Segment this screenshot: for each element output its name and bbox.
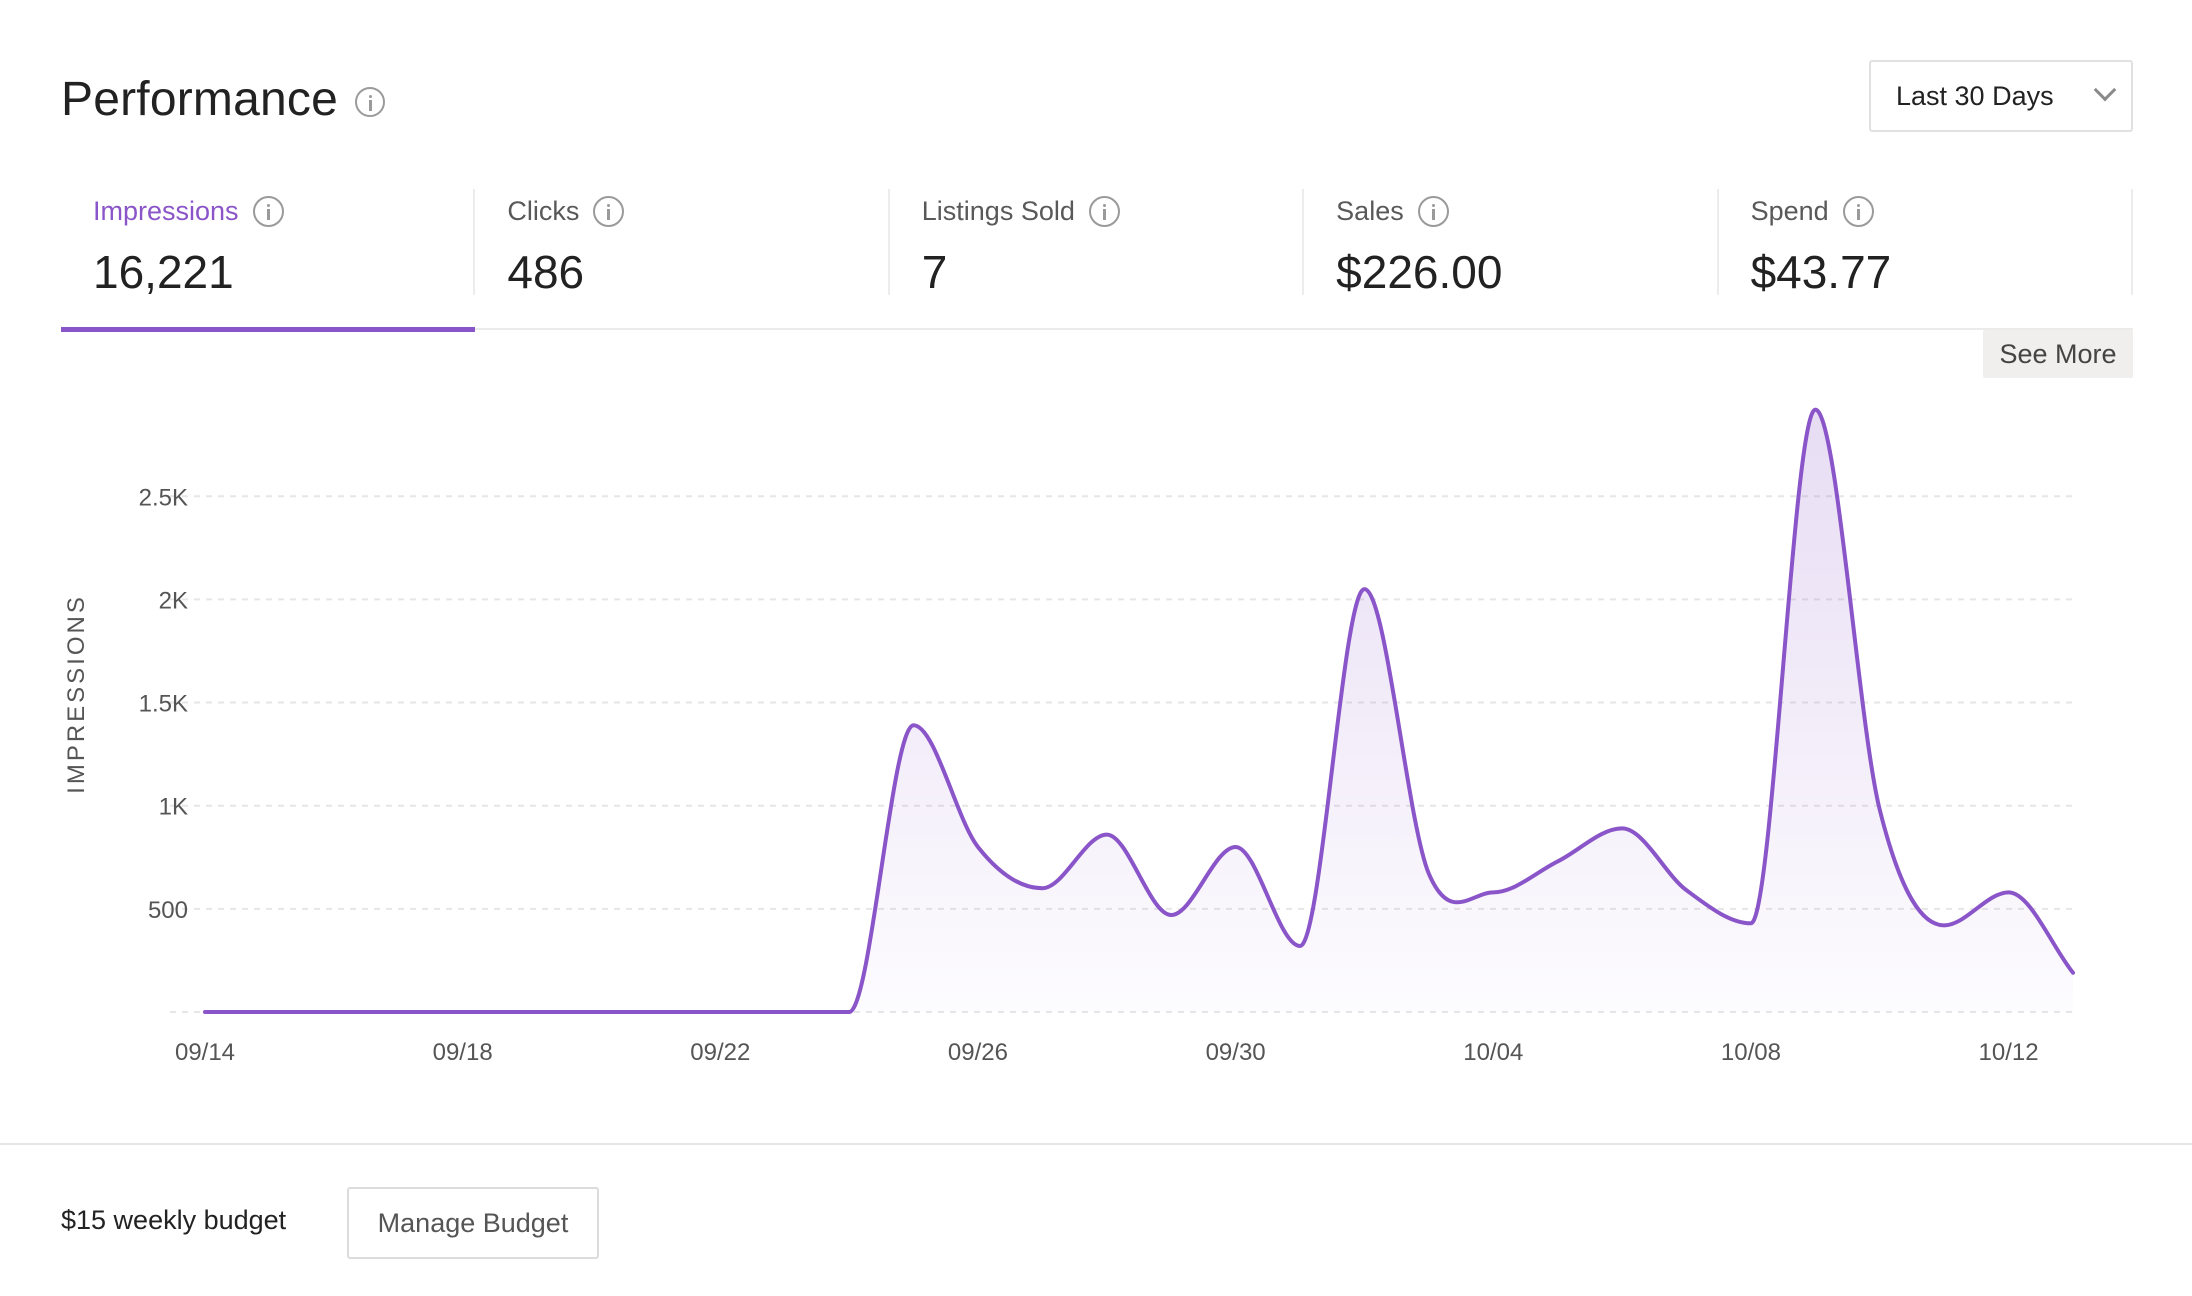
impressions-line (203, 407, 2075, 1015)
metric-tabs: Impressions 16,221 Clicks 486 Listings S… (61, 185, 2133, 332)
tab-divider (1716, 189, 1719, 295)
data-point[interactable] (1101, 829, 1113, 841)
data-point[interactable] (1681, 884, 1693, 896)
impressions-area (205, 409, 2073, 1012)
tab-value: 16,221 (93, 246, 234, 298)
data-point[interactable] (1487, 886, 1499, 898)
x-tick-label: 09/26 (948, 1039, 1008, 1066)
tab-divider (2130, 189, 2133, 295)
tab-value: $226.00 (1336, 246, 1503, 298)
info-icon[interactable] (593, 195, 625, 227)
date-range-select[interactable]: Last 30 Days (1869, 60, 2133, 132)
tab-label: Sales (1336, 196, 1404, 226)
data-point[interactable] (714, 1006, 726, 1018)
x-tick-label: 10/08 (1721, 1039, 1781, 1066)
data-point[interactable] (457, 1006, 469, 1018)
tab-listings-sold[interactable]: Listings Sold 7 (890, 185, 1305, 330)
data-point[interactable] (1809, 404, 1821, 416)
info-icon[interactable] (1088, 195, 1120, 227)
info-icon[interactable] (1842, 195, 1874, 227)
date-range-value: Last 30 Days (1896, 80, 2054, 111)
data-point[interactable] (779, 1006, 791, 1018)
page-title: Performance (61, 73, 338, 126)
x-tick-label: 09/14 (175, 1039, 235, 1066)
data-point[interactable] (1036, 882, 1048, 894)
data-point[interactable] (650, 1006, 662, 1018)
data-point[interactable] (1552, 855, 1564, 867)
info-icon[interactable] (1417, 195, 1449, 227)
y-tick-label: 2.5K (139, 484, 188, 511)
y-axis-label: IMPRESSIONS (63, 594, 90, 794)
x-tick-label: 10/04 (1463, 1039, 1523, 1066)
data-point[interactable] (521, 1006, 533, 1018)
budget-text: $15 weekly budget (61, 1205, 287, 1235)
tab-divider (1302, 189, 1305, 295)
data-point[interactable] (1230, 841, 1242, 853)
data-point[interactable] (2067, 967, 2079, 979)
info-icon[interactable] (355, 87, 385, 117)
data-point[interactable] (199, 1006, 211, 1018)
data-point[interactable] (1874, 804, 1886, 816)
data-point[interactable] (843, 1006, 855, 1018)
manage-budget-button[interactable]: Manage Budget (347, 1187, 599, 1259)
tab-divider (887, 189, 890, 295)
data-point[interactable] (1938, 919, 1950, 931)
tab-value: 7 (921, 246, 948, 298)
tab-label: Impressions (93, 196, 239, 226)
x-tick-label: 10/12 (1979, 1039, 2039, 1066)
y-tick-label: 1.5K (139, 691, 188, 718)
y-tick-label: 500 (148, 897, 188, 924)
x-tick-label: 09/30 (1206, 1039, 1266, 1066)
data-point[interactable] (2003, 886, 2015, 898)
data-point[interactable] (328, 1006, 340, 1018)
tab-spend[interactable]: Spend $43.77 (1719, 185, 2133, 330)
data-point[interactable] (908, 719, 920, 731)
info-icon[interactable] (252, 195, 284, 227)
data-point[interactable] (392, 1006, 404, 1018)
see-more-button[interactable]: See More (1983, 330, 2133, 378)
active-tab-indicator (61, 327, 475, 332)
x-tick-label: 09/22 (690, 1039, 750, 1066)
y-tick-label: 2K (159, 587, 188, 614)
tab-value: $43.77 (1750, 246, 1892, 298)
tab-value: 486 (507, 246, 585, 298)
tab-label: Listings Sold (921, 196, 1075, 226)
tab-sales[interactable]: Sales $226.00 (1304, 185, 1719, 330)
tab-impressions[interactable]: Impressions 16,221 (61, 185, 476, 332)
tab-clicks[interactable]: Clicks 486 (475, 185, 890, 330)
data-point[interactable] (1294, 940, 1306, 952)
tab-divider (473, 189, 476, 295)
data-point[interactable] (972, 841, 984, 853)
data-point[interactable] (1616, 822, 1628, 834)
y-tick-label: 1K (159, 794, 188, 821)
tab-label: Spend (1750, 196, 1829, 226)
data-point[interactable] (1358, 583, 1370, 595)
data-point[interactable] (585, 1006, 597, 1018)
data-point[interactable] (1745, 917, 1757, 929)
data-point[interactable] (1165, 909, 1177, 921)
data-point[interactable] (263, 1006, 275, 1018)
data-point[interactable] (1423, 868, 1435, 880)
footer-divider (0, 1143, 2192, 1145)
x-tick-label: 09/18 (433, 1039, 493, 1066)
tab-label: Clicks (507, 196, 580, 226)
